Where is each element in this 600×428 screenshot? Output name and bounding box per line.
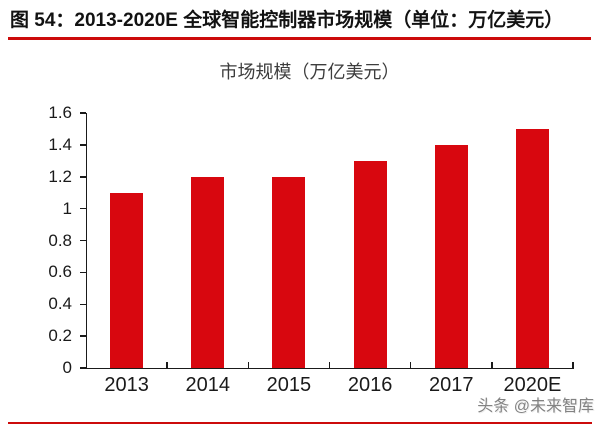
y-axis-tick (80, 207, 86, 210)
y-axis-label: 1.2 (48, 166, 72, 186)
figure-title: 图 54：2013-2020E 全球智能控制器市场规模（单位：万亿美元） (10, 10, 564, 31)
x-axis-tick (328, 362, 331, 368)
y-axis-tick (80, 239, 86, 242)
plot-area (86, 113, 574, 369)
bottom-rule (8, 422, 592, 425)
y-axis-tick (80, 176, 86, 178)
x-axis-label: 2017 (429, 374, 474, 396)
x-axis-label: 2013 (104, 374, 149, 396)
bar-2020E (515, 128, 549, 368)
y-axis-label: 0.2 (48, 326, 72, 346)
y-axis-tick (80, 303, 86, 305)
x-axis-label: 2016 (347, 374, 393, 396)
y-axis-tick (80, 271, 86, 274)
y-axis-tick (80, 144, 86, 146)
y-axis-label: 0.6 (48, 262, 72, 282)
y-axis-label: 0.4 (48, 294, 72, 314)
y-axis-tick (80, 112, 86, 114)
y-axis-label: 1.6 (48, 103, 72, 122)
bar-2017 (434, 144, 468, 368)
x-axis-label: 2015 (266, 374, 312, 396)
y-axis-label: 1.4 (48, 134, 72, 154)
x-axis-tick (166, 362, 168, 368)
chart-title: 市场规模（万亿美元） (219, 62, 400, 82)
bar-2014 (191, 176, 225, 368)
y-axis-tick (80, 367, 86, 369)
y-axis-label: 1 (62, 198, 72, 218)
x-axis-tick (572, 362, 574, 368)
y-axis-label: 0.8 (48, 230, 72, 250)
watermark: 头条 @未来智库 (477, 398, 594, 415)
x-axis-tick (247, 362, 250, 368)
bar-2016 (353, 160, 387, 368)
title-underline (8, 37, 591, 40)
x-axis-tick (409, 362, 412, 368)
x-axis-label: 2014 (185, 374, 231, 396)
y-axis-tick (80, 335, 86, 337)
bar-2013 (110, 192, 144, 368)
x-axis-label: 2020E (503, 374, 562, 396)
bar-2015 (272, 176, 306, 368)
x-axis-tick (491, 362, 493, 368)
y-axis-label: 0 (62, 358, 72, 377)
